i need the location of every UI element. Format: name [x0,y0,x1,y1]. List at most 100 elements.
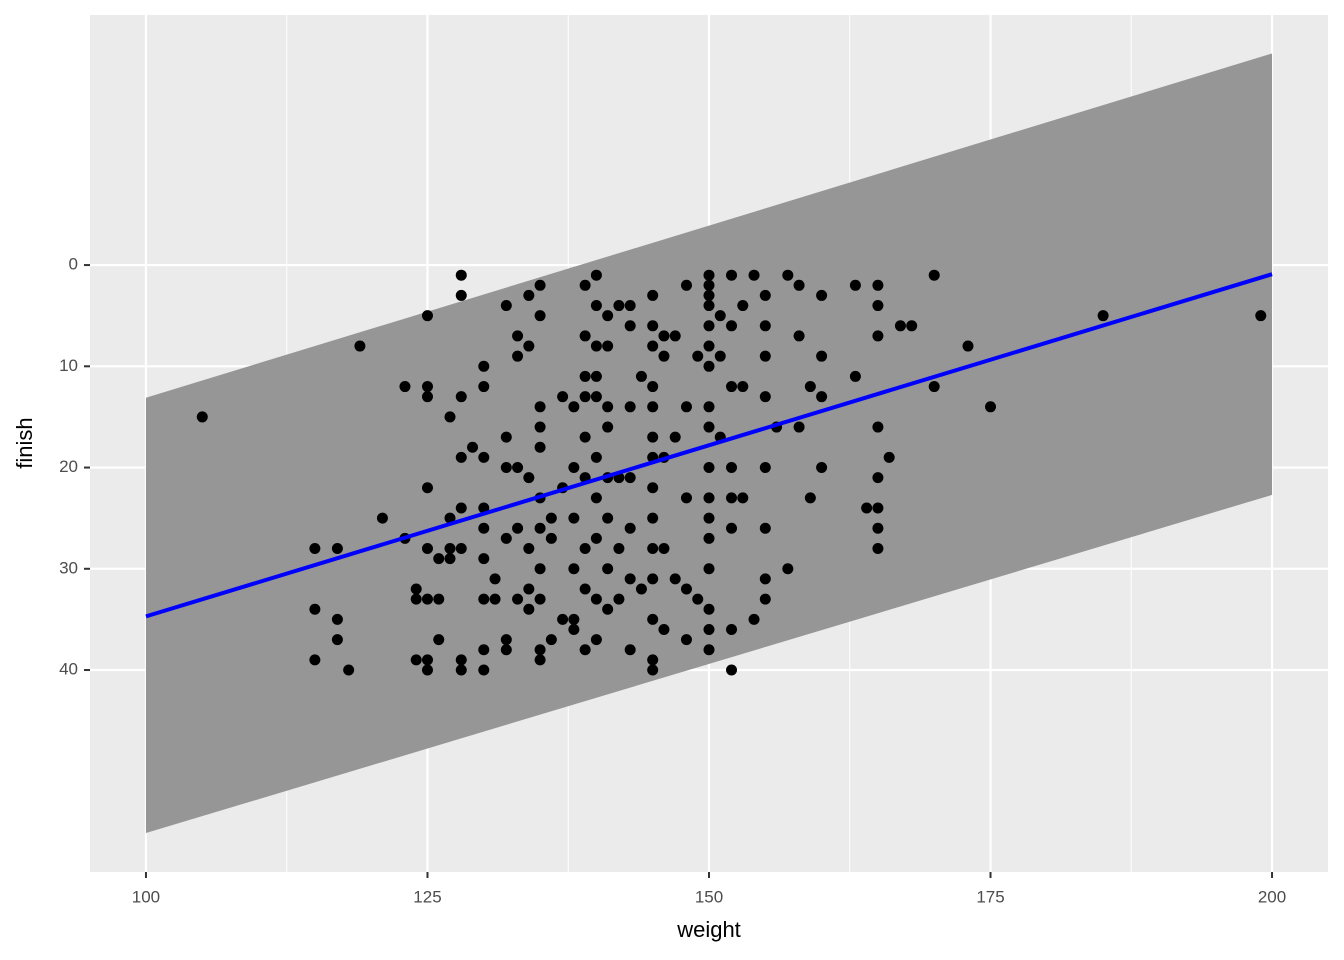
point [680,492,692,504]
point [872,330,884,342]
point [478,644,490,656]
point [568,462,580,474]
point [872,279,884,291]
point [692,593,704,605]
point [737,300,749,312]
point [523,543,535,555]
point [455,502,467,514]
point [602,310,614,322]
point [647,654,659,666]
point [590,451,602,463]
point [523,340,535,352]
point [703,279,715,291]
point [309,654,321,666]
point [703,401,715,413]
point [793,279,805,291]
point [703,492,715,504]
point [703,462,715,474]
point [568,624,580,636]
point [872,543,884,555]
point [726,664,738,676]
point [590,532,602,544]
point [455,269,467,281]
point [624,644,636,656]
point [861,502,873,514]
point [669,573,681,585]
point [478,522,490,534]
point [455,664,467,676]
fit-line [145,272,1273,619]
point [613,543,625,555]
point [804,381,816,393]
point [534,644,546,656]
point [726,462,738,474]
point [579,330,591,342]
point [759,522,771,534]
point [557,391,569,403]
point [534,421,546,433]
point [793,330,805,342]
point [680,279,692,291]
point [816,350,828,362]
point [512,462,524,474]
point [624,472,636,484]
point [1097,310,1109,322]
point [647,340,659,352]
point [455,654,467,666]
point [410,654,422,666]
point [444,411,456,423]
point [410,583,422,595]
point [455,391,467,403]
point [1255,310,1267,322]
point [703,563,715,575]
point [433,553,445,565]
x-tick-label: 200 [1258,887,1286,906]
point [647,613,659,625]
point [658,330,670,342]
point [647,381,659,393]
point [421,482,433,494]
point [703,269,715,281]
point [421,381,433,393]
point [534,310,546,322]
point [624,401,636,413]
point [985,401,997,413]
point [478,451,490,463]
point [309,543,321,555]
point [703,300,715,312]
point [658,350,670,362]
point [500,300,512,312]
point [421,310,433,322]
point [590,370,602,382]
point [534,563,546,575]
point [703,512,715,524]
point [883,451,895,463]
point [500,644,512,656]
point [726,269,738,281]
x-tick-label: 100 [132,887,160,906]
point [534,279,546,291]
point [410,593,422,605]
point [849,279,861,291]
point [196,411,208,423]
point [421,543,433,555]
point [680,583,692,595]
point [579,583,591,595]
point [635,370,647,382]
point [590,340,602,352]
point [759,391,771,403]
point [658,624,670,636]
point [759,350,771,362]
point [421,654,433,666]
point [590,492,602,504]
point [703,532,715,544]
point [748,269,760,281]
point [703,360,715,372]
point [647,512,659,524]
point [579,644,591,656]
point [726,522,738,534]
point [455,543,467,555]
point [500,462,512,474]
x-tick-label: 150 [695,887,723,906]
point [759,573,771,585]
